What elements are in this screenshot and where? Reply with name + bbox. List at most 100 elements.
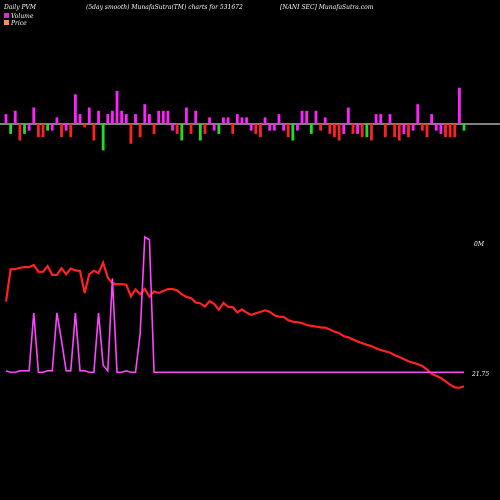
pvm-bar (300, 110, 304, 124)
pvm-bar (407, 124, 410, 138)
pvm-bar (13, 110, 17, 124)
pvm-bar (203, 124, 207, 134)
pvm-bar (23, 124, 26, 134)
pvm-bar (185, 107, 188, 124)
pvm-bar (101, 124, 105, 151)
pvm-bar (425, 124, 429, 138)
pvm-bar (231, 124, 235, 134)
pvm-bar (18, 124, 22, 141)
pvm-bar (60, 124, 63, 138)
pvm-bar (388, 114, 392, 124)
pvm-bar (4, 114, 8, 124)
pvm-bar (448, 124, 452, 138)
pvm-bar (323, 117, 327, 124)
pvm-bar (328, 124, 332, 134)
pvm-bar (180, 124, 184, 141)
pvm-bar (32, 107, 36, 124)
pvm-bar (245, 117, 248, 124)
pvm-bar (286, 124, 290, 138)
pvm-bar (27, 124, 31, 131)
pvm-bar (309, 124, 313, 134)
pvm-bar (175, 124, 179, 134)
pvm-bar (92, 124, 96, 141)
pvm-bar (198, 124, 202, 141)
pvm-bar (129, 124, 133, 144)
pvm-bar (457, 87, 461, 124)
legend-price-swatch (4, 20, 9, 25)
pvm-bar (305, 110, 309, 124)
pvm-bar (365, 124, 369, 138)
pvm-bar (272, 124, 276, 131)
pvm-bar (161, 110, 165, 124)
pvm-bar (411, 124, 415, 131)
pvm-bar (259, 124, 262, 138)
header-mid: (5day smooth) MunafaSutra(TM) charts for… (86, 4, 243, 11)
pvm-bar (453, 124, 457, 138)
legend-volume-swatch (4, 13, 9, 18)
pvm-bar (397, 124, 401, 141)
lines-group (4, 235, 465, 389)
pvm-bar (46, 124, 50, 131)
pvm-bar (120, 110, 124, 124)
pvm-bar (263, 117, 267, 124)
pvm-bar (420, 124, 424, 131)
pvm-bar (83, 124, 87, 128)
price-end-label: 21.75 (471, 371, 489, 378)
pvm-bar (296, 124, 299, 131)
pvm-bar (148, 114, 151, 124)
pvm-bar (9, 124, 13, 134)
header-right: [NANI SEC] MunafaSutra.com (280, 4, 374, 11)
pvm-bar (50, 124, 54, 131)
pvm-bar (444, 124, 447, 138)
pvm-bar (356, 124, 359, 134)
pvm-bar (226, 117, 230, 124)
pvm-bar (342, 124, 346, 134)
pvm-bar (138, 124, 142, 138)
volume-line (5, 235, 464, 374)
pvm-bar (208, 117, 211, 124)
pvm-bar (78, 114, 82, 124)
pvm-bar (333, 124, 336, 138)
pvm-bar (434, 124, 438, 131)
pvm-bar (69, 124, 73, 138)
pvm-bar (346, 107, 350, 124)
pvm-bar (41, 124, 45, 138)
pvm-bar (379, 114, 383, 124)
pvm-bar (337, 124, 341, 141)
pvm-bar (157, 110, 161, 124)
pvm-bar (319, 124, 322, 131)
pvm-bar (235, 114, 239, 124)
pvm-bar (217, 124, 221, 134)
pvm-bar (383, 124, 387, 138)
pvm-bar (106, 114, 110, 124)
pvm-bar (240, 117, 244, 124)
legend-price-label: Price (10, 20, 27, 27)
pvm-bar (212, 124, 216, 131)
pvm-bar (166, 110, 170, 124)
pvm-bars (4, 87, 466, 151)
pvm-bar (115, 91, 119, 124)
pvm-bar (291, 124, 295, 141)
pvm-bar (277, 114, 281, 124)
pvm-bar (439, 124, 443, 134)
pvm-bar (64, 124, 68, 131)
pvm-bar (282, 124, 285, 131)
pvm-bar (134, 114, 137, 124)
pvm-bar (73, 94, 77, 124)
pvm-bar (351, 124, 355, 134)
pvm-bar (416, 104, 420, 124)
pvm-bar (254, 124, 258, 134)
pvm-bar (124, 114, 128, 124)
pvm-bar (171, 124, 174, 131)
pvm-bar (87, 107, 91, 124)
header-left: Daily PVM (3, 4, 37, 11)
pvm-bar (189, 124, 193, 134)
pvm-bar (249, 124, 253, 131)
pvm-bar (111, 110, 114, 124)
pvm-bar (402, 124, 406, 134)
pvm-bar (462, 124, 466, 131)
volume-end-label: 0M (474, 241, 485, 248)
pvm-bar (374, 114, 378, 124)
pvm-bar (152, 124, 156, 134)
